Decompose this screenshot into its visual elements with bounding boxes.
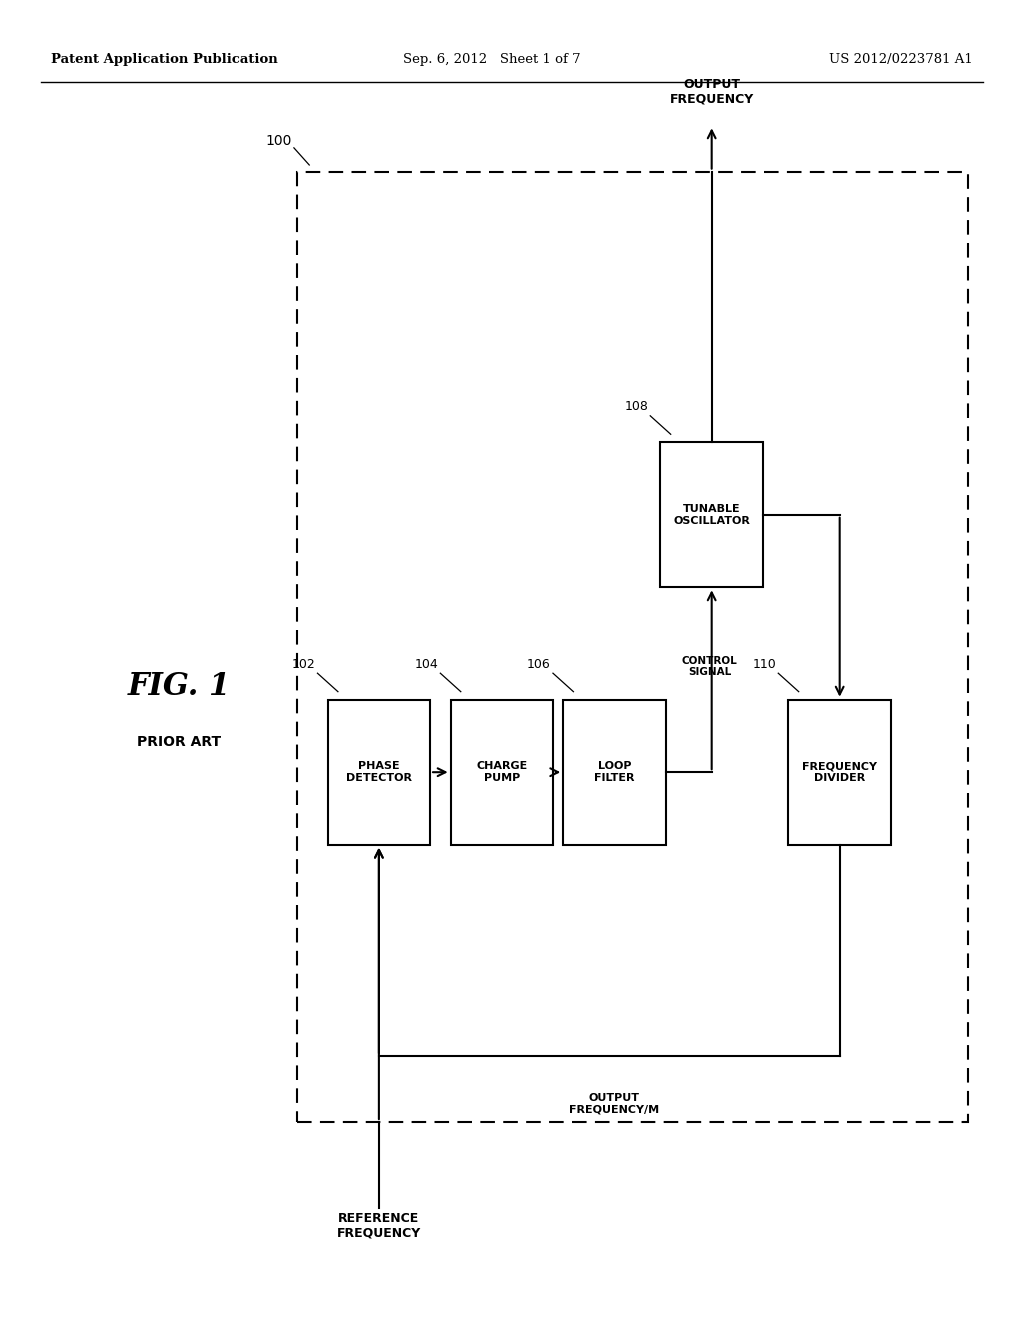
Text: US 2012/0223781 A1: US 2012/0223781 A1	[829, 53, 973, 66]
Text: 104: 104	[415, 657, 438, 671]
Text: OUTPUT
FREQUENCY: OUTPUT FREQUENCY	[670, 78, 754, 106]
Text: 110: 110	[753, 657, 776, 671]
Text: 102: 102	[292, 657, 315, 671]
Text: FREQUENCY
DIVIDER: FREQUENCY DIVIDER	[802, 762, 878, 783]
Text: 106: 106	[527, 657, 551, 671]
FancyBboxPatch shape	[451, 700, 553, 845]
Text: Sep. 6, 2012   Sheet 1 of 7: Sep. 6, 2012 Sheet 1 of 7	[402, 53, 581, 66]
Text: REFERENCE
FREQUENCY: REFERENCE FREQUENCY	[337, 1212, 421, 1239]
Text: Patent Application Publication: Patent Application Publication	[51, 53, 278, 66]
FancyBboxPatch shape	[563, 700, 666, 845]
Text: 100: 100	[265, 133, 292, 148]
Text: CONTROL
SIGNAL: CONTROL SIGNAL	[682, 656, 737, 677]
Text: PHASE
DETECTOR: PHASE DETECTOR	[346, 762, 412, 783]
Text: FIG. 1: FIG. 1	[128, 671, 230, 702]
Text: OUTPUT
FREQUENCY/M: OUTPUT FREQUENCY/M	[569, 1093, 659, 1114]
FancyBboxPatch shape	[328, 700, 430, 845]
Text: TUNABLE
OSCILLATOR: TUNABLE OSCILLATOR	[673, 504, 751, 525]
Text: LOOP
FILTER: LOOP FILTER	[594, 762, 635, 783]
FancyBboxPatch shape	[788, 700, 891, 845]
Text: 108: 108	[625, 400, 648, 413]
Text: PRIOR ART: PRIOR ART	[137, 735, 221, 748]
FancyBboxPatch shape	[660, 442, 763, 587]
Text: CHARGE
PUMP: CHARGE PUMP	[476, 762, 527, 783]
